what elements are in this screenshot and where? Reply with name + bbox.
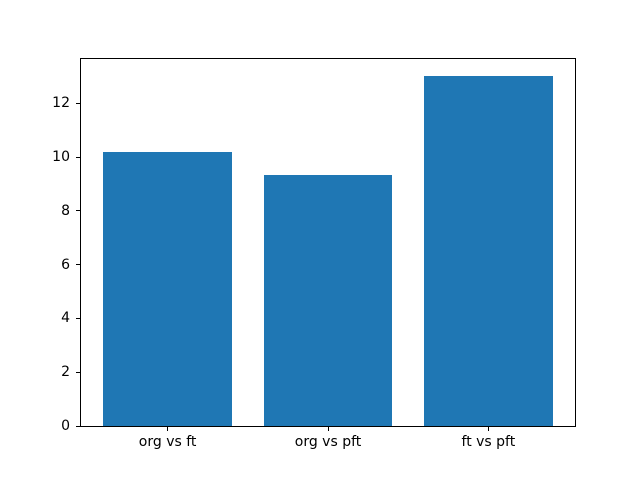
y-tick-mark (76, 210, 80, 212)
bar-org-vs-pft (263, 175, 393, 426)
bar-org-vs-ft (103, 151, 232, 426)
y-tick-label: 6 (61, 256, 70, 273)
y-tick-label: 12 (52, 95, 70, 112)
y-tick-label: 2 (61, 364, 70, 381)
x-tick-label-org-vs-ft: org vs ft (138, 434, 197, 450)
bar-ft-vs-pft (424, 76, 553, 426)
y-tick-mark (76, 102, 80, 104)
plot-area: 0 2 4 6 8 10 12 org vs ft org vs pft ft vs pft (52, 58, 576, 449)
y-tick-mark (76, 371, 80, 373)
y-tick-mark (76, 425, 80, 427)
bars-container (81, 59, 575, 426)
x-tick-mark (327, 427, 329, 431)
y-tick-label: 4 (61, 310, 70, 327)
y-tick-label: 0 (61, 418, 70, 434)
y-tick-mark (76, 317, 80, 319)
x-tick-mark (487, 427, 489, 431)
y-tick-label: 10 (52, 149, 70, 166)
x-tick-label-org-vs-pft: org vs pft (294, 434, 362, 450)
y-tick-label: 8 (61, 202, 70, 219)
y-tick-mark (76, 156, 80, 158)
x-tick-label-ft-vs-pft: ft vs pft (461, 434, 516, 450)
y-tick-mark (76, 264, 80, 266)
x-tick-mark (167, 427, 169, 431)
